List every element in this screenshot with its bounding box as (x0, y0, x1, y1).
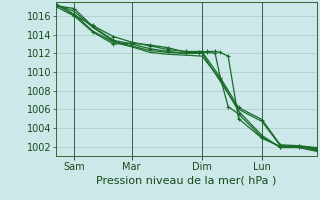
X-axis label: Pression niveau de la mer( hPa ): Pression niveau de la mer( hPa ) (96, 176, 276, 186)
